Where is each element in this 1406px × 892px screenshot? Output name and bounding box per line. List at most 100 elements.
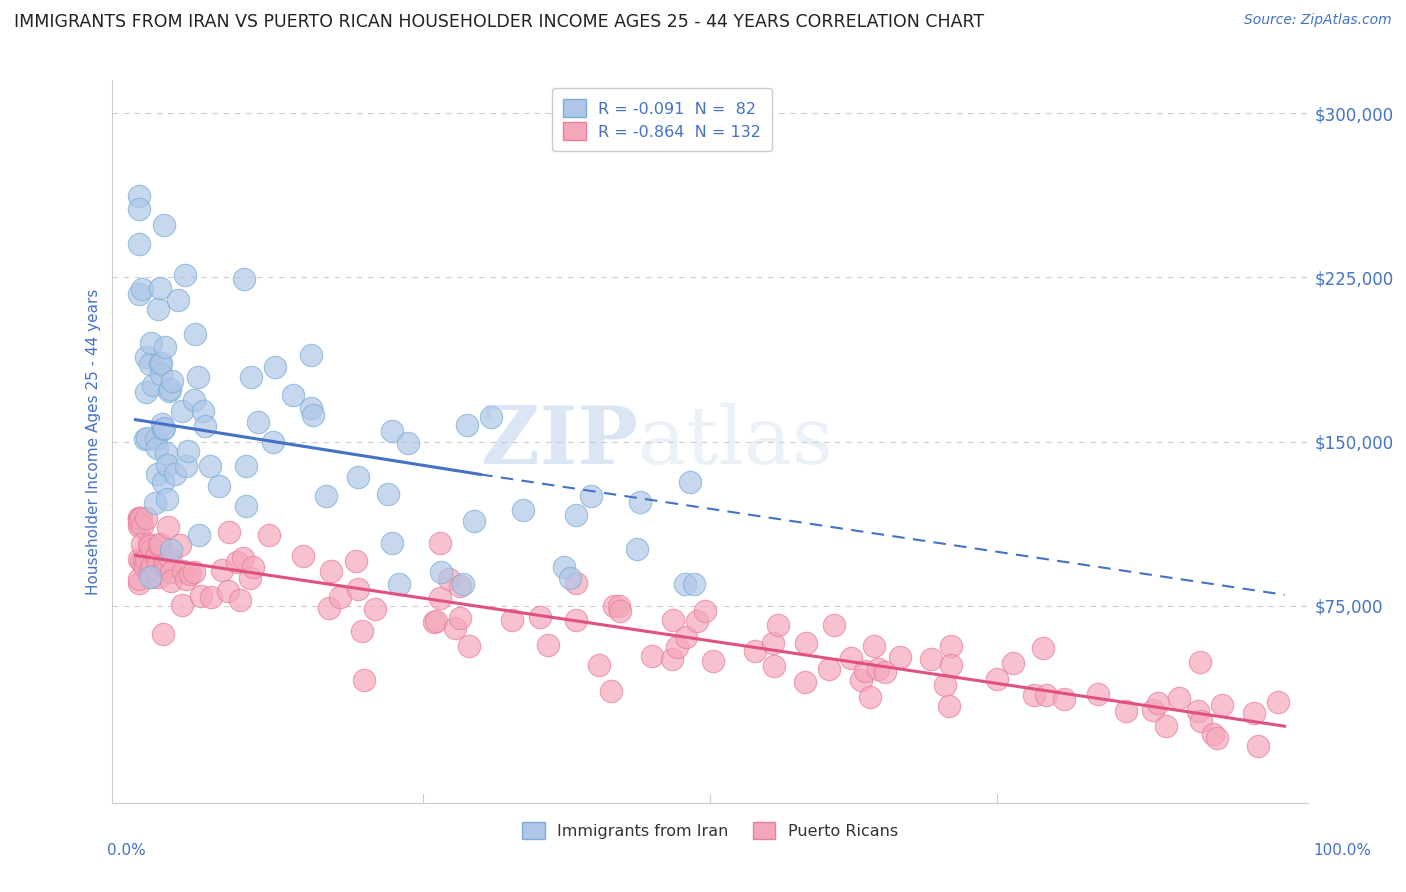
Point	[200, 458, 222, 473]
Point	[163, 467, 186, 481]
Point	[1247, 739, 1270, 753]
Point	[146, 301, 169, 316]
Point	[174, 572, 197, 586]
Point	[235, 459, 257, 474]
Point	[685, 614, 707, 628]
Point	[512, 503, 534, 517]
Text: IMMIGRANTS FROM IRAN VS PUERTO RICAN HOUSEHOLDER INCOME AGES 25 - 44 YEARS CORRE: IMMIGRANTS FROM IRAN VS PUERTO RICAN HOU…	[14, 13, 984, 31]
Point	[839, 651, 862, 665]
Point	[683, 577, 706, 591]
Point	[211, 563, 233, 577]
Point	[153, 218, 176, 232]
Point	[183, 566, 205, 580]
Point	[173, 268, 195, 282]
Point	[148, 538, 170, 552]
Point	[1035, 688, 1057, 702]
Point	[129, 554, 152, 568]
Point	[263, 360, 285, 375]
Point	[208, 479, 231, 493]
Text: ZIP: ZIP	[481, 402, 638, 481]
Point	[430, 565, 453, 579]
Point	[153, 559, 176, 574]
Point	[150, 417, 173, 431]
Point	[138, 537, 160, 551]
Point	[675, 630, 697, 644]
Point	[155, 446, 177, 460]
Point	[128, 287, 150, 301]
Point	[150, 356, 173, 370]
Point	[1087, 687, 1109, 701]
Point	[131, 519, 153, 533]
Point	[159, 551, 181, 566]
Point	[444, 621, 467, 635]
Point	[128, 511, 150, 525]
Point	[766, 618, 789, 632]
Point	[319, 564, 342, 578]
Point	[763, 659, 786, 673]
Point	[135, 553, 157, 567]
Point	[1202, 727, 1225, 741]
Point	[1167, 690, 1189, 705]
Point	[166, 293, 188, 307]
Point	[257, 527, 280, 541]
Point	[381, 424, 404, 438]
Point	[128, 189, 150, 203]
Point	[183, 393, 205, 408]
Point	[1154, 719, 1177, 733]
Point	[191, 404, 214, 418]
Point	[1031, 641, 1053, 656]
Point	[128, 515, 150, 529]
Point	[363, 601, 385, 615]
Legend: Immigrants from Iran, Puerto Ricans: Immigrants from Iran, Puerto Ricans	[513, 813, 907, 849]
Point	[352, 624, 374, 638]
Point	[866, 662, 889, 676]
Point	[152, 421, 174, 435]
Point	[141, 558, 163, 573]
Point	[134, 560, 156, 574]
Point	[160, 574, 183, 588]
Text: 100.0%: 100.0%	[1313, 843, 1372, 858]
Point	[457, 639, 479, 653]
Point	[139, 563, 162, 577]
Point	[666, 640, 689, 654]
Point	[160, 543, 183, 558]
Point	[934, 678, 956, 692]
Point	[262, 435, 284, 450]
Point	[169, 539, 191, 553]
Point	[347, 470, 370, 484]
Point	[145, 496, 167, 510]
Point	[794, 635, 817, 649]
Point	[187, 370, 209, 384]
Point	[179, 566, 201, 581]
Point	[823, 618, 845, 632]
Point	[853, 664, 876, 678]
Point	[233, 272, 256, 286]
Point	[920, 652, 942, 666]
Point	[128, 572, 150, 586]
Point	[439, 572, 461, 586]
Point	[217, 584, 239, 599]
Point	[299, 401, 322, 415]
Point	[142, 378, 165, 392]
Point	[160, 565, 183, 579]
Point	[1187, 704, 1209, 718]
Point	[425, 614, 447, 628]
Point	[235, 500, 257, 514]
Point	[226, 555, 249, 569]
Point	[128, 512, 150, 526]
Point	[565, 613, 588, 627]
Point	[640, 649, 662, 664]
Point	[146, 442, 169, 456]
Point	[661, 652, 683, 666]
Point	[456, 417, 478, 432]
Point	[135, 511, 157, 525]
Point	[152, 475, 174, 489]
Point	[315, 489, 337, 503]
Point	[152, 422, 174, 436]
Point	[281, 388, 304, 402]
Point	[148, 570, 170, 584]
Point	[859, 690, 882, 705]
Point	[529, 610, 551, 624]
Point	[149, 281, 172, 295]
Point	[873, 665, 896, 680]
